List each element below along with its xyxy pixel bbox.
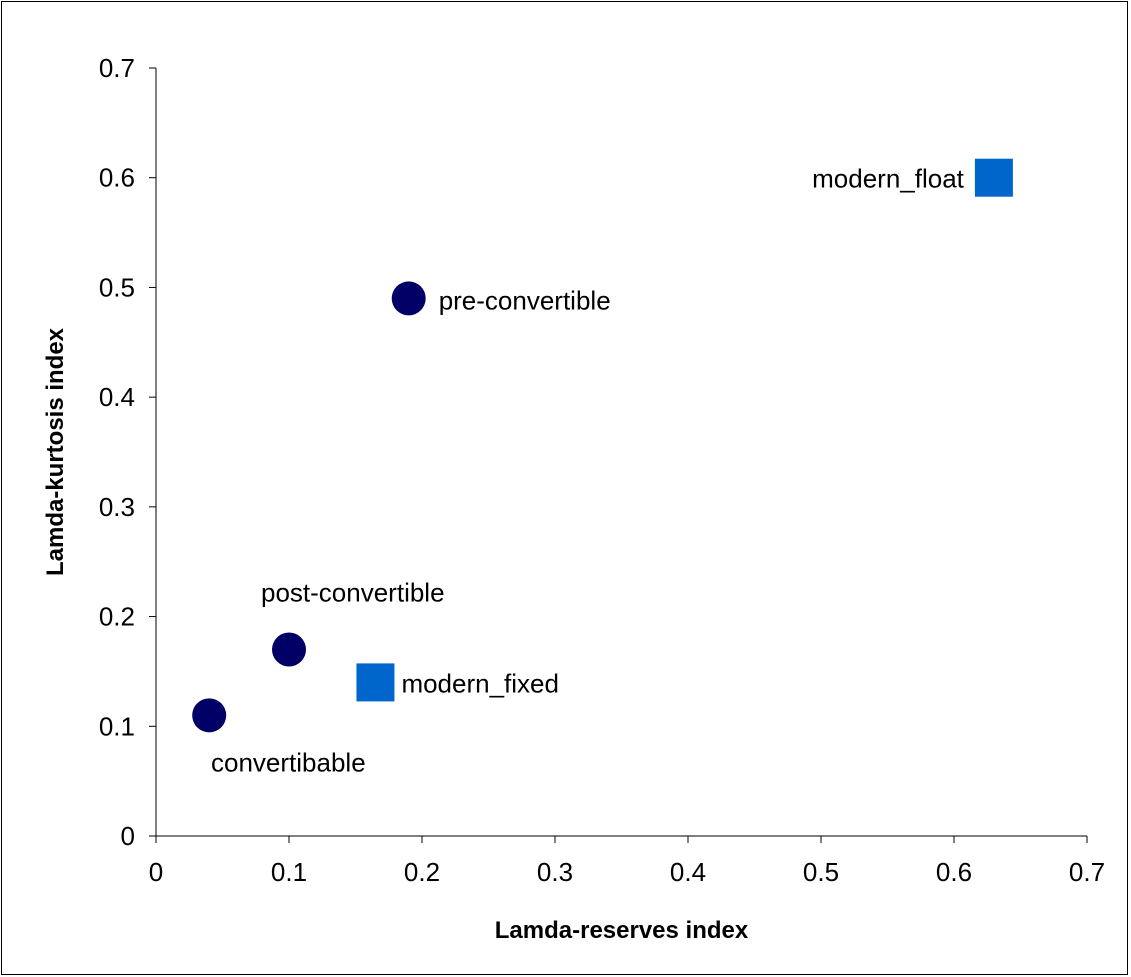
- y-tick-label: 0.7: [99, 53, 135, 83]
- point-label: modern_fixed: [401, 668, 559, 698]
- x-tick-label: 0.2: [404, 857, 440, 887]
- x-ticks: 0 0.1 0.2 0.3 0.4 0.5 0.6 0.7: [149, 836, 1105, 887]
- data-point-circle: [272, 632, 306, 667]
- x-tick-label: 0.3: [537, 857, 573, 887]
- point-label: post-convertible: [261, 577, 445, 607]
- y-ticks: 0 0.1 0.2 0.3 0.4 0.5 0.6 0.7: [99, 53, 156, 851]
- point-label: modern_float: [812, 164, 965, 194]
- data-point-circle: [192, 698, 227, 733]
- x-tick-label: 0.6: [936, 857, 972, 887]
- x-tick-label: 0: [149, 857, 163, 887]
- data-point-circle: [391, 281, 426, 316]
- data-point-square: [974, 158, 1013, 197]
- data-points: [192, 158, 1013, 733]
- point-label: pre-convertible: [439, 285, 611, 315]
- y-axis-title: Lamda-kurtosis index: [42, 327, 69, 576]
- x-tick-label: 0.7: [1069, 857, 1105, 887]
- point-labels: convertibable post-convertible pre-convert…: [211, 164, 965, 778]
- y-tick-label: 0.1: [99, 711, 135, 741]
- y-tick-label: 0: [121, 821, 135, 851]
- y-tick-label: 0.3: [99, 492, 135, 522]
- y-tick-label: 0.5: [99, 272, 135, 302]
- x-axis-title: Lamda-reserves index: [495, 917, 749, 944]
- y-tick-label: 0.6: [99, 163, 135, 193]
- x-tick-label: 0.4: [670, 857, 706, 887]
- y-tick-label: 0.4: [99, 382, 135, 412]
- x-tick-label: 0.1: [271, 857, 307, 887]
- axes: [155, 68, 1087, 837]
- y-tick-label: 0.2: [99, 602, 135, 632]
- x-tick-label: 0.5: [803, 857, 839, 887]
- point-label: convertibable: [211, 747, 366, 777]
- data-point-square: [356, 663, 395, 702]
